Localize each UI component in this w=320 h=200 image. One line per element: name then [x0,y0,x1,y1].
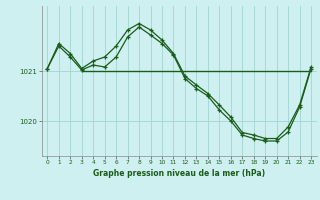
X-axis label: Graphe pression niveau de la mer (hPa): Graphe pression niveau de la mer (hPa) [93,169,265,178]
